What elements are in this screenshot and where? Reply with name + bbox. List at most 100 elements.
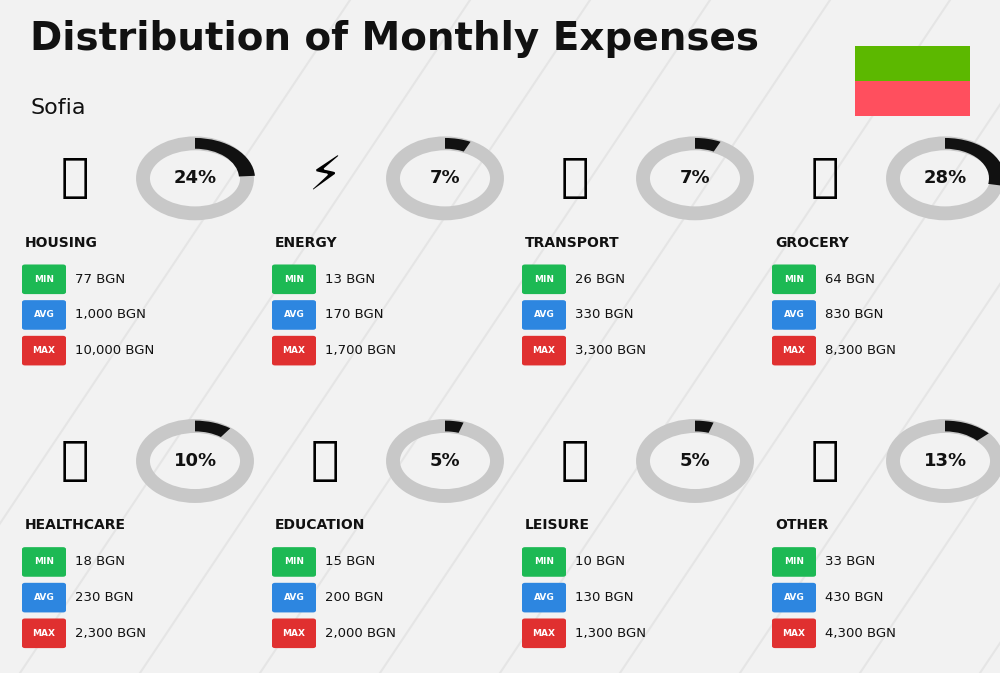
Text: MIN: MIN — [784, 557, 804, 567]
FancyBboxPatch shape — [522, 336, 566, 365]
Text: MAX: MAX — [283, 346, 306, 355]
Text: AVG: AVG — [34, 310, 54, 320]
Text: GROCERY: GROCERY — [775, 236, 849, 250]
Text: MAX: MAX — [283, 629, 306, 638]
FancyBboxPatch shape — [22, 583, 66, 612]
Text: 28%: 28% — [923, 170, 967, 187]
Text: 1,700 BGN: 1,700 BGN — [325, 344, 396, 357]
FancyBboxPatch shape — [772, 300, 816, 330]
Text: Sofia: Sofia — [30, 98, 86, 118]
Text: 170 BGN: 170 BGN — [325, 308, 384, 322]
Text: 230 BGN: 230 BGN — [75, 591, 134, 604]
Text: 7%: 7% — [680, 170, 710, 187]
Text: 15 BGN: 15 BGN — [325, 555, 375, 569]
Wedge shape — [195, 421, 230, 437]
Text: Distribution of Monthly Expenses: Distribution of Monthly Expenses — [30, 20, 759, 58]
Text: AVG: AVG — [284, 310, 304, 320]
FancyBboxPatch shape — [522, 618, 566, 648]
Text: 18 BGN: 18 BGN — [75, 555, 125, 569]
FancyBboxPatch shape — [522, 583, 566, 612]
Text: MAX: MAX — [32, 629, 56, 638]
FancyBboxPatch shape — [272, 300, 316, 330]
Text: 🎓: 🎓 — [311, 439, 339, 483]
Text: 🚌: 🚌 — [561, 156, 589, 201]
Text: 13%: 13% — [923, 452, 967, 470]
FancyBboxPatch shape — [772, 583, 816, 612]
Text: MIN: MIN — [534, 275, 554, 284]
FancyBboxPatch shape — [855, 81, 970, 116]
Text: 5%: 5% — [430, 452, 460, 470]
Wedge shape — [695, 138, 721, 151]
Text: 10 BGN: 10 BGN — [575, 555, 625, 569]
Text: 330 BGN: 330 BGN — [575, 308, 634, 322]
Text: 130 BGN: 130 BGN — [575, 591, 634, 604]
FancyBboxPatch shape — [272, 336, 316, 365]
Text: MIN: MIN — [784, 275, 804, 284]
Text: HEALTHCARE: HEALTHCARE — [25, 518, 126, 532]
FancyBboxPatch shape — [772, 547, 816, 577]
Text: ENERGY: ENERGY — [275, 236, 338, 250]
Text: 200 BGN: 200 BGN — [325, 591, 383, 604]
Text: OTHER: OTHER — [775, 518, 828, 532]
Text: AVG: AVG — [34, 593, 54, 602]
FancyBboxPatch shape — [522, 547, 566, 577]
Text: 🏙: 🏙 — [61, 156, 89, 201]
Text: 64 BGN: 64 BGN — [825, 273, 875, 286]
Text: 💰: 💰 — [811, 439, 839, 483]
Text: 10%: 10% — [173, 452, 217, 470]
Text: MIN: MIN — [534, 557, 554, 567]
FancyBboxPatch shape — [772, 618, 816, 648]
FancyBboxPatch shape — [22, 547, 66, 577]
Text: EDUCATION: EDUCATION — [275, 518, 365, 532]
FancyBboxPatch shape — [22, 300, 66, 330]
Text: 77 BGN: 77 BGN — [75, 273, 125, 286]
FancyBboxPatch shape — [272, 583, 316, 612]
Wedge shape — [445, 138, 471, 151]
Text: MIN: MIN — [34, 557, 54, 567]
Text: AVG: AVG — [784, 593, 804, 602]
Text: 33 BGN: 33 BGN — [825, 555, 875, 569]
Text: 830 BGN: 830 BGN — [825, 308, 883, 322]
Text: 2,300 BGN: 2,300 BGN — [75, 627, 146, 640]
Text: MAX: MAX — [782, 346, 806, 355]
Text: 430 BGN: 430 BGN — [825, 591, 883, 604]
Text: MAX: MAX — [32, 346, 56, 355]
Text: 7%: 7% — [430, 170, 460, 187]
Wedge shape — [945, 421, 989, 441]
Text: 2,000 BGN: 2,000 BGN — [325, 627, 396, 640]
Text: 8,300 BGN: 8,300 BGN — [825, 344, 896, 357]
FancyBboxPatch shape — [772, 336, 816, 365]
Wedge shape — [445, 421, 464, 433]
Wedge shape — [695, 421, 714, 433]
FancyBboxPatch shape — [522, 264, 566, 294]
Text: 3,300 BGN: 3,300 BGN — [575, 344, 646, 357]
FancyBboxPatch shape — [855, 46, 970, 81]
Text: 24%: 24% — [173, 170, 217, 187]
Text: MAX: MAX — [532, 346, 556, 355]
FancyBboxPatch shape — [272, 547, 316, 577]
Text: MAX: MAX — [782, 629, 806, 638]
Text: MIN: MIN — [34, 275, 54, 284]
Text: AVG: AVG — [284, 593, 304, 602]
Text: 26 BGN: 26 BGN — [575, 273, 625, 286]
FancyBboxPatch shape — [522, 300, 566, 330]
FancyBboxPatch shape — [272, 618, 316, 648]
Text: 4,300 BGN: 4,300 BGN — [825, 627, 896, 640]
Text: AVG: AVG — [534, 593, 554, 602]
FancyBboxPatch shape — [22, 264, 66, 294]
Text: AVG: AVG — [534, 310, 554, 320]
Text: 13 BGN: 13 BGN — [325, 273, 375, 286]
Text: TRANSPORT: TRANSPORT — [525, 236, 620, 250]
Text: ⚡: ⚡ — [308, 156, 342, 201]
Wedge shape — [195, 138, 255, 176]
Text: LEISURE: LEISURE — [525, 518, 590, 532]
Text: 1,300 BGN: 1,300 BGN — [575, 627, 646, 640]
Text: 🛒: 🛒 — [811, 156, 839, 201]
Text: HOUSING: HOUSING — [25, 236, 98, 250]
Wedge shape — [945, 138, 1000, 186]
Text: AVG: AVG — [784, 310, 804, 320]
Text: MIN: MIN — [284, 275, 304, 284]
Text: 5%: 5% — [680, 452, 710, 470]
FancyBboxPatch shape — [272, 264, 316, 294]
Text: 10,000 BGN: 10,000 BGN — [75, 344, 154, 357]
